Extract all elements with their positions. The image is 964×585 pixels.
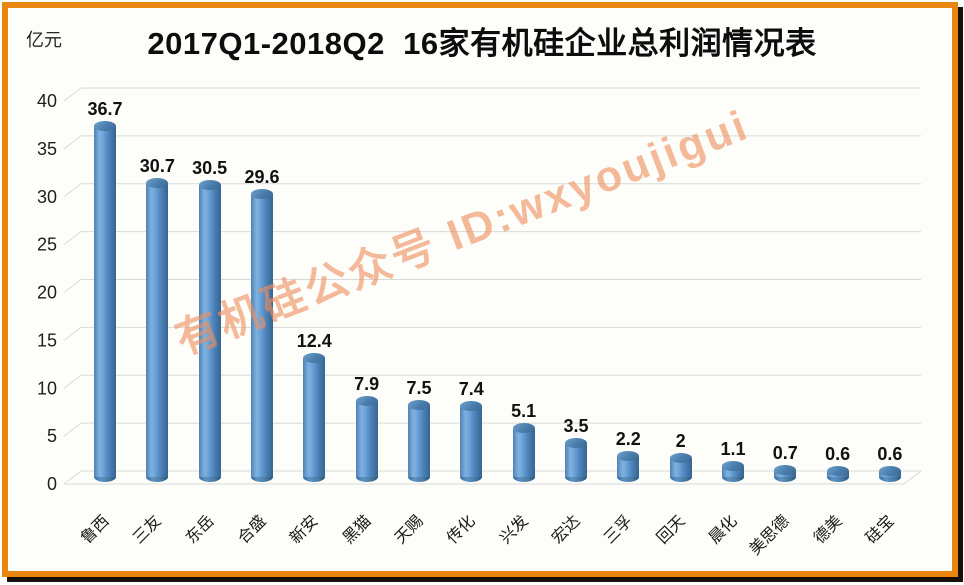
bar-top-ellipse-硅宝: [878, 466, 901, 477]
y-tick-label-25: 25: [37, 235, 57, 255]
bar-新安: [303, 358, 326, 477]
bar-value-label-传化: 7.4: [458, 379, 484, 400]
bar-兴发: [512, 428, 535, 477]
bar-三孚: [617, 455, 640, 477]
bar-bottom-ellipse-硅宝: [878, 472, 901, 482]
bar-top-ellipse-鲁西: [94, 120, 116, 131]
bar-bottom-ellipse-鲁西: [94, 472, 116, 482]
bar-bottom-ellipse-三友: [146, 472, 169, 482]
bar-value-label-三孚: 2.2: [615, 428, 641, 449]
bar-top-ellipse-三友: [146, 178, 169, 189]
bar-bottom-ellipse-德美: [826, 472, 849, 482]
bar-value-label-东岳: 30.5: [192, 157, 228, 178]
bar-value-label-鲁西: 36.7: [87, 98, 123, 119]
bar-东岳: [198, 184, 221, 477]
bar-bottom-ellipse-黑猫: [355, 472, 378, 482]
bar-合盛: [250, 193, 273, 477]
bar-top-ellipse-合盛: [250, 188, 273, 199]
bar-top-ellipse-德美: [826, 466, 849, 477]
bar-鲁西: [94, 125, 116, 477]
bar-top-ellipse-黑猫: [355, 396, 378, 407]
y-tick-label-10: 10: [37, 378, 57, 398]
bar-bottom-ellipse-宏达: [564, 472, 587, 482]
bar-top-ellipse-东岳: [198, 179, 221, 190]
gridline-tick-connector: [63, 231, 82, 246]
y-tick-label-0: 0: [47, 474, 57, 494]
y-tick-label-5: 5: [47, 426, 57, 446]
gridline-tick-connector: [63, 326, 82, 341]
bar-bottom-ellipse-传化: [460, 472, 483, 482]
bar-黑猫: [355, 401, 378, 477]
gridline-tick-connector: [63, 279, 82, 293]
y-tick-label-40: 40: [37, 91, 57, 111]
bar-value-label-三友: 30.7: [139, 156, 175, 177]
floor-right-edge: [903, 470, 922, 485]
gridline-tick-connector: [63, 183, 82, 198]
bar-bottom-ellipse-东岳: [198, 472, 221, 482]
bar-value-label-回天: 2: [675, 430, 686, 451]
gridline-tick-connector: [63, 374, 82, 389]
bar-top-ellipse-传化: [460, 401, 483, 412]
bar-value-label-晨化: 1.1: [720, 439, 746, 460]
bar-bottom-ellipse-合盛: [250, 472, 273, 482]
bar-top-ellipse-回天: [669, 452, 692, 463]
bar-bottom-ellipse-晨化: [721, 472, 744, 482]
y-tick-label-20: 20: [37, 283, 57, 303]
y-tick-label-15: 15: [37, 330, 57, 350]
bar-top-ellipse-美思德: [774, 465, 797, 476]
bar-top-ellipse-宏达: [564, 438, 587, 449]
bar-value-label-新安: 12.4: [296, 331, 332, 352]
bar-晨化: [721, 466, 744, 477]
gridline-tick-connector: [63, 87, 82, 102]
gridline-tick-connector: [63, 422, 82, 437]
bar-value-label-硅宝: 0.6: [877, 444, 903, 465]
bar-传化: [460, 406, 483, 477]
bar-value-label-德美: 0.6: [825, 444, 851, 465]
y-tick-label-35: 35: [37, 139, 57, 159]
bar-value-label-合盛: 29.6: [244, 166, 280, 187]
bar-宏达: [564, 443, 587, 477]
bar-value-label-美思德: 0.7: [772, 443, 798, 464]
bar-bottom-ellipse-回天: [669, 472, 692, 482]
bar-value-label-天赐: 7.5: [406, 378, 432, 399]
bar-top-ellipse-新安: [303, 353, 326, 364]
bar-value-label-宏达: 3.5: [563, 416, 589, 437]
bar-top-ellipse-晨化: [721, 461, 744, 472]
bar-bottom-ellipse-兴发: [512, 472, 535, 482]
bar-value-label-黑猫: 7.9: [354, 374, 380, 395]
bar-bottom-ellipse-新安: [303, 472, 326, 482]
bar-value-label-兴发: 5.1: [511, 401, 537, 422]
chart-title: 2017Q1-2018Q2 16家有机硅企业总利润情况表: [147, 26, 817, 61]
bar-回天: [669, 457, 692, 477]
bar-天赐: [407, 405, 430, 477]
bar-top-ellipse-兴发: [512, 423, 535, 434]
bar-top-ellipse-三孚: [617, 450, 640, 461]
y-tick-label-30: 30: [37, 187, 57, 207]
y-axis-unit-label: 亿元: [26, 30, 62, 50]
bar-三友: [146, 183, 169, 477]
bar-bottom-ellipse-三孚: [617, 472, 640, 482]
bar-bottom-ellipse-美思德: [774, 472, 797, 482]
gridline-tick-connector: [63, 470, 82, 485]
bar-bottom-ellipse-天赐: [407, 472, 430, 482]
bar-top-ellipse-天赐: [407, 400, 430, 411]
gridline-tick-connector: [63, 135, 82, 150]
